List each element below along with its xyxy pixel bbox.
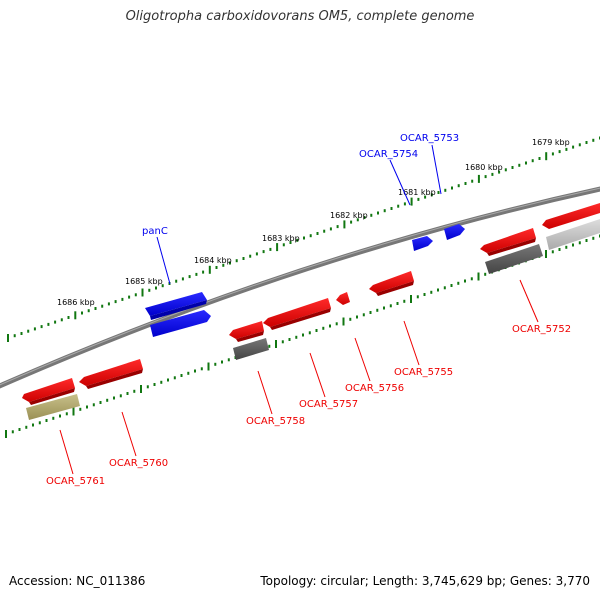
ruler-label-1684: 1684 kbp (194, 256, 232, 265)
feature-olive[interactable] (26, 394, 80, 420)
accession-text: Accession: NC_011386 (9, 574, 146, 588)
gene-OCAR_5761[interactable] (22, 378, 75, 402)
ruler-label-1681: 1681 kbp (398, 188, 436, 197)
forward-callouts (156, 144, 442, 285)
gene-OCAR_5755[interactable] (369, 271, 414, 293)
genome-stats-text: Topology: circular; Length: 3,745,629 bp… (260, 574, 590, 588)
gene-OCAR_5753[interactable] (444, 224, 465, 240)
reverse-callouts (59, 279, 539, 475)
ruler-label-1683: 1683 kbp (262, 234, 300, 243)
outer-ruler-ticks (7, 136, 600, 342)
genome-title: Oligotropha carboxidovorans OM5, complet… (125, 9, 475, 24)
ruler-label-1686: 1686 kbp (57, 298, 95, 307)
label-OCAR_5753: OCAR_5753 (400, 133, 459, 144)
feature-grey-2[interactable] (485, 244, 543, 274)
gene-panC[interactable] (145, 292, 207, 316)
feature-light[interactable] (546, 219, 600, 250)
label-OCAR_5755: OCAR_5755 (394, 367, 453, 378)
label-OCAR_5756: OCAR_5756 (345, 383, 404, 394)
ruler-label-1679: 1679 kbp (532, 138, 570, 147)
ruler-label-1680: 1680 kbp (465, 163, 503, 172)
label-OCAR_5758: OCAR_5758 (246, 416, 305, 427)
gene-blue-2[interactable] (150, 310, 211, 337)
label-OCAR_5761: OCAR_5761 (46, 476, 105, 487)
gene-OCAR_5757[interactable] (263, 298, 331, 327)
ruler-label-1685: 1685 kbp (125, 277, 163, 286)
inner-ruler-ticks (5, 234, 600, 438)
label-OCAR_5752: OCAR_5752 (512, 324, 571, 335)
gene-OCAR_5758[interactable] (229, 321, 264, 339)
gene-OCAR_5754[interactable] (412, 236, 433, 251)
feature-grey-1[interactable] (233, 338, 269, 360)
label-OCAR_5754: OCAR_5754 (359, 149, 418, 160)
gene-panC-shadow (150, 300, 207, 320)
gene-OCAR_5752[interactable] (480, 228, 536, 253)
label-OCAR_5757: OCAR_5757 (299, 399, 358, 410)
gene-red-edge[interactable] (542, 203, 600, 229)
ruler-label-1682: 1682 kbp (330, 211, 368, 220)
gene-shadows (29, 238, 536, 405)
gene-OCAR_5756[interactable] (336, 292, 350, 305)
genome-backbone (0, 186, 600, 389)
label-panC: panC (142, 226, 168, 237)
label-OCAR_5760: OCAR_5760 (109, 458, 168, 469)
gene-OCAR_5760[interactable] (79, 359, 143, 386)
